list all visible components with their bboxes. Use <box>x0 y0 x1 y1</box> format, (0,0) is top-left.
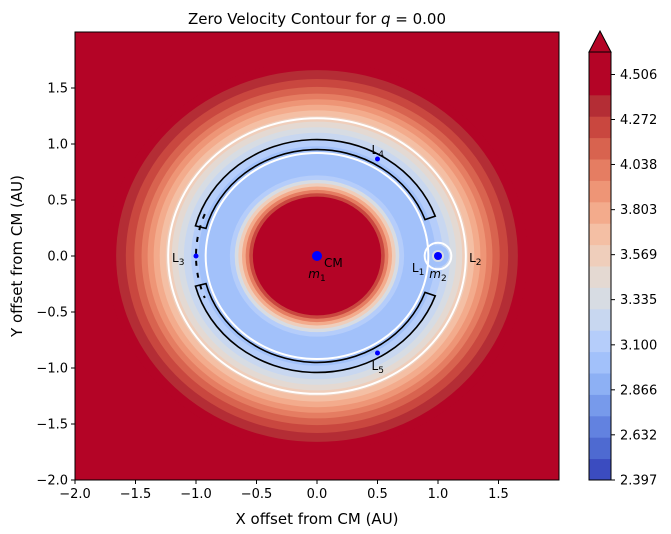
colorbar-band <box>589 137 611 160</box>
y-tick-label: −1.5 <box>36 418 68 433</box>
zero-velocity-outer <box>167 117 467 395</box>
label-m2: m2 <box>429 267 446 284</box>
title-value: = 0.00 <box>390 10 446 28</box>
colorbar-extend-arrow <box>588 29 612 53</box>
colorbar-band <box>589 52 611 74</box>
colorbar-band <box>589 351 611 374</box>
chart-title: Zero Velocity Contour for q = 0.00 <box>188 10 446 28</box>
plot-area <box>75 32 559 480</box>
colorbar-band <box>589 308 611 331</box>
colorbar-tick-label: 3.803 <box>620 203 657 218</box>
x-tick-label: 1.0 <box>428 487 449 502</box>
x-axis-label: X offset from CM (AU) <box>235 510 398 528</box>
colorbar-band <box>589 94 611 117</box>
colorbar-tick-label: 3.335 <box>620 293 657 308</box>
label-l2: L2 <box>469 251 481 268</box>
colorbar-tick-label: 3.569 <box>620 248 657 263</box>
label-m1: m1 <box>308 267 325 284</box>
label-l1: L1 <box>412 261 424 278</box>
point-l4 <box>375 156 380 162</box>
colorbar-band <box>589 394 611 417</box>
point-cm <box>312 251 322 261</box>
y-axis-label: Y offset from CM (AU) <box>8 175 26 338</box>
colorbar-tick-label: 2.397 <box>620 474 657 489</box>
zero-velocity-m2-lobe <box>423 241 453 271</box>
title-prefix: Zero Velocity Contour for <box>188 10 381 28</box>
y-tick-label: −0.5 <box>36 306 68 321</box>
colorbar-band <box>589 201 611 224</box>
colorbar-tick-label: 4.038 <box>620 158 657 173</box>
y-tick-label: 1.0 <box>47 138 68 153</box>
colorbar-band <box>589 458 611 481</box>
label-l4: L4 <box>372 143 385 160</box>
colorbar-band <box>589 244 611 267</box>
x-tick-label: −2.0 <box>59 487 91 502</box>
colorbar: 2.397 2.632 2.866 3.100 3.335 3.569 3.803 4.038… <box>588 29 657 489</box>
title-variable: q <box>381 10 391 28</box>
x-tick-label: 1.5 <box>488 487 509 502</box>
colorbar-tick-label: 2.866 <box>620 383 657 398</box>
x-tick-label: −1.5 <box>120 487 152 502</box>
colorbar-tick-label: 3.100 <box>620 338 657 353</box>
x-tick-label: 0.5 <box>367 487 388 502</box>
y-tick-label: −1.0 <box>36 362 68 377</box>
colorbar-band <box>589 415 611 438</box>
colorbar-band <box>589 223 611 246</box>
x-tick-label: −0.5 <box>241 487 273 502</box>
point-m2 <box>434 252 442 260</box>
colorbar-band <box>589 437 611 460</box>
x-tick-label: −1.0 <box>180 487 212 502</box>
colorbar-band <box>589 287 611 310</box>
point-l3 <box>193 253 199 259</box>
contour-lines <box>167 117 467 395</box>
colorbar-tick-label: 2.632 <box>620 428 657 443</box>
tadpole-orbit-lower <box>194 282 437 374</box>
y-axis: −2.0 −1.5 −1.0 −0.5 0.0 0.5 1.0 1.5 <box>36 82 75 489</box>
colorbar-band <box>589 373 611 395</box>
colorbar-band <box>589 180 611 203</box>
colorbar-band <box>589 159 611 181</box>
colorbar-frame <box>588 51 612 481</box>
colorbar-band <box>589 266 611 288</box>
zero-velocity-inner <box>204 151 430 361</box>
label-cm: CM <box>324 256 343 270</box>
point-l5 <box>375 350 380 356</box>
colorbar-tick-label: 4.272 <box>620 113 657 128</box>
colorbar-band <box>589 116 611 139</box>
tadpole-orbit-upper <box>194 138 437 230</box>
y-tick-label: −2.0 <box>36 474 68 489</box>
colorbar-tick-label: 4.506 <box>620 68 657 83</box>
y-tick-label: 0.5 <box>47 194 68 209</box>
x-axis: −2.0 −1.5 −1.0 −0.5 0.0 0.5 1.0 1.5 <box>59 480 509 502</box>
label-l3: L3 <box>172 251 184 268</box>
colorbar-band <box>589 330 611 353</box>
label-l5: L5 <box>372 359 384 376</box>
y-tick-label: 1.5 <box>47 82 68 97</box>
x-tick-label: 0.0 <box>307 487 328 502</box>
y-tick-label: 0.0 <box>47 250 68 265</box>
colorbar-band <box>589 73 611 96</box>
